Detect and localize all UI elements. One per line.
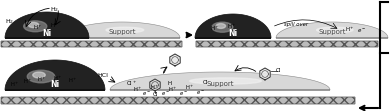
Text: Support: Support xyxy=(206,81,234,87)
Text: HCl: HCl xyxy=(98,72,108,77)
Polygon shape xyxy=(150,79,160,91)
Text: Cl: Cl xyxy=(152,91,158,96)
Ellipse shape xyxy=(317,27,353,33)
Polygon shape xyxy=(5,60,105,90)
Text: H$^+$: H$^+$ xyxy=(33,24,43,32)
Text: Ni: Ni xyxy=(228,29,238,38)
Text: Support: Support xyxy=(108,29,136,35)
Ellipse shape xyxy=(106,27,144,33)
Ellipse shape xyxy=(212,22,233,32)
Text: H$^+$: H$^+$ xyxy=(227,23,237,31)
Polygon shape xyxy=(260,68,270,80)
Text: Cl: Cl xyxy=(275,67,281,72)
Polygon shape xyxy=(195,14,271,38)
Bar xyxy=(1,97,355,104)
Bar xyxy=(1,41,182,47)
Text: H$^+$: H$^+$ xyxy=(133,86,143,94)
Text: H$^+$: H$^+$ xyxy=(68,77,78,85)
Ellipse shape xyxy=(24,21,47,32)
Bar xyxy=(196,41,378,47)
Polygon shape xyxy=(170,54,180,66)
Text: H$_2$: H$_2$ xyxy=(50,5,59,14)
Text: H$^+$: H$^+$ xyxy=(50,22,60,30)
Text: H$^+$: H$^+$ xyxy=(53,75,63,83)
Polygon shape xyxy=(64,22,180,38)
Text: spill over: spill over xyxy=(284,22,308,27)
Text: Ni: Ni xyxy=(43,29,52,38)
Polygon shape xyxy=(110,72,330,90)
Ellipse shape xyxy=(190,78,261,84)
Ellipse shape xyxy=(27,70,55,83)
Text: H$^+$: H$^+$ xyxy=(345,26,355,34)
Text: H$^+$: H$^+$ xyxy=(150,84,160,92)
Text: $e^-$: $e^-$ xyxy=(161,90,169,98)
Bar xyxy=(1,41,182,47)
Text: H$^+$: H$^+$ xyxy=(10,81,20,89)
Text: $e^-$: $e^-$ xyxy=(357,27,367,35)
Bar xyxy=(196,41,378,47)
Text: $e^-$: $e^-$ xyxy=(142,90,151,98)
Ellipse shape xyxy=(33,72,45,78)
Text: Cl$^+$: Cl$^+$ xyxy=(127,80,138,88)
Text: Cl: Cl xyxy=(203,79,208,84)
Text: H$^+$: H$^+$ xyxy=(37,76,47,84)
Ellipse shape xyxy=(216,24,226,28)
Text: H$^+$: H$^+$ xyxy=(23,78,33,86)
Text: H$_2$: H$_2$ xyxy=(5,18,14,26)
Text: H$^+$: H$^+$ xyxy=(168,86,178,94)
Text: Ni: Ni xyxy=(50,80,59,89)
Text: H: H xyxy=(168,80,172,85)
Text: $e^-$: $e^-$ xyxy=(196,89,204,97)
Bar xyxy=(1,97,355,104)
Ellipse shape xyxy=(28,22,39,28)
Text: Support: Support xyxy=(318,29,346,35)
Text: $e^-$: $e^-$ xyxy=(179,90,187,98)
Polygon shape xyxy=(5,12,89,38)
Text: H$^+$: H$^+$ xyxy=(185,84,195,92)
Polygon shape xyxy=(276,22,388,38)
Text: H$^+$: H$^+$ xyxy=(210,25,220,33)
